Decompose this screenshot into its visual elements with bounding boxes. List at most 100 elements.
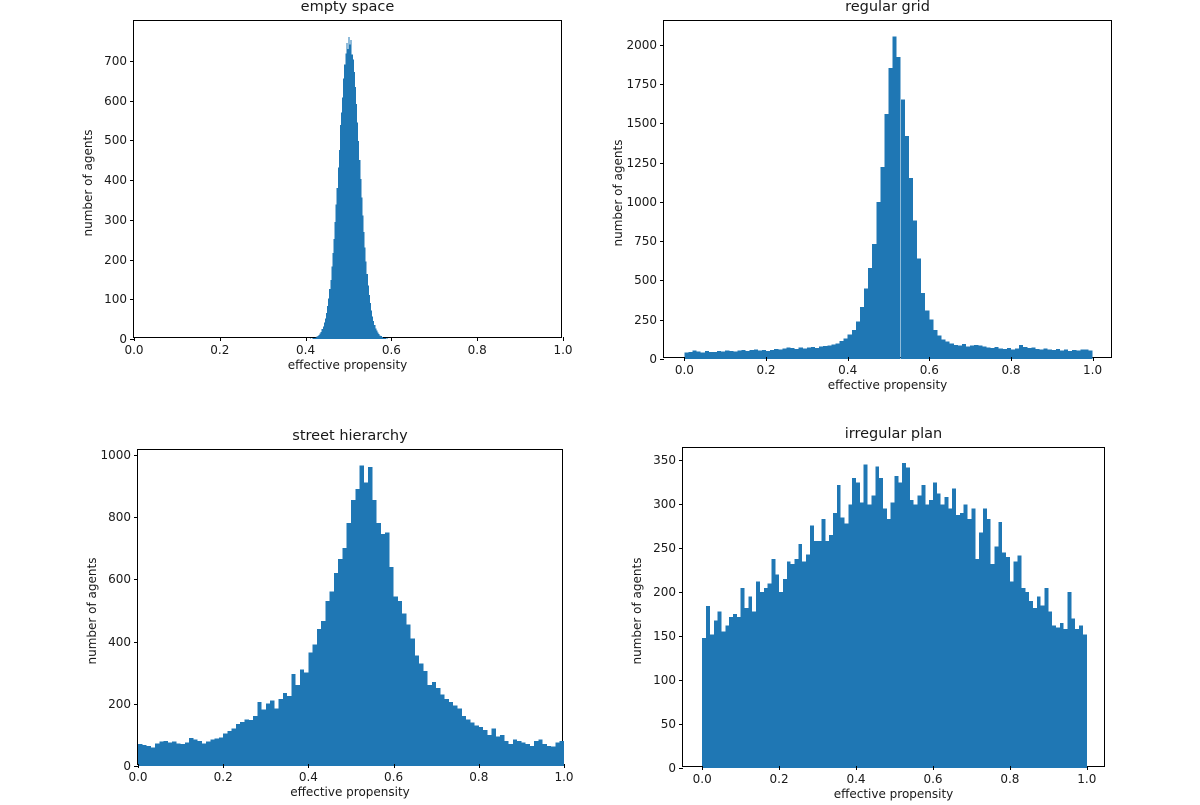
histogram-bar: [825, 541, 830, 768]
histogram-bar: [402, 613, 407, 766]
histogram-bar: [749, 350, 754, 359]
histogram-bar: [361, 197, 363, 339]
histogram-bar: [312, 644, 317, 766]
histogram-bar: [982, 508, 987, 768]
histogram-bar: [406, 624, 411, 766]
histogram-bar: [320, 331, 322, 339]
y-tick-label: 1750: [626, 76, 657, 91]
histogram-bar: [806, 347, 811, 359]
histogram-bar: [736, 616, 741, 768]
histogram-bar: [986, 347, 991, 359]
histogram-bar: [1043, 348, 1048, 359]
histogram-bar: [478, 727, 484, 766]
subplot-irregular-plan: 0.0 0.2 0.4 0.6 0.8 1.0 0 50 100 150 200 250 300 350…: [630, 426, 1105, 801]
histogram-bar: [325, 601, 330, 766]
histogram-bar: [371, 310, 373, 339]
histogram-bar: [366, 274, 368, 339]
histogram-bars-irregular-plan: [702, 462, 1087, 768]
histogram-bar: [1076, 350, 1081, 359]
histogram-bar: [982, 346, 987, 359]
histogram-bar: [978, 345, 983, 359]
y-tick-mark: [134, 766, 138, 767]
histogram-bar: [313, 338, 315, 339]
histogram-bar: [994, 347, 999, 359]
histogram-bar: [274, 708, 279, 766]
histogram-bar: [342, 97, 344, 339]
histogram-bar: [343, 78, 345, 339]
histogram-bar: [342, 548, 347, 766]
histogram-bar: [500, 734, 505, 766]
histogram-bar: [244, 719, 249, 766]
histogram-bar: [1071, 618, 1076, 768]
x-tick-label: 0.8: [469, 770, 489, 784]
x-tick-label: 0.4: [838, 363, 858, 377]
histogram-bar: [933, 329, 938, 359]
y-tick-label: 800: [108, 509, 131, 524]
histogram-bar: [802, 561, 807, 768]
histogram-bar: [457, 708, 462, 766]
histogram-bar: [786, 561, 791, 768]
histogram-bar: [929, 499, 933, 768]
x-tick-label: 0.2: [210, 343, 230, 357]
y-tick-label: 600: [104, 93, 127, 108]
histogram-bar: [314, 337, 316, 339]
histogram-bar: [363, 482, 369, 766]
histogram-bar: [333, 572, 339, 766]
histogram-bar: [163, 741, 168, 766]
histogram-bar: [1009, 581, 1014, 768]
histogram-bar: [956, 514, 960, 768]
y-tick-label: 0: [649, 352, 657, 366]
y-tick-label: 1500: [626, 116, 657, 131]
histogram-bar: [436, 688, 441, 766]
histogram-bar: [848, 504, 853, 768]
histogram-bar: [798, 347, 803, 359]
histogram-bar: [321, 621, 326, 766]
histogram-bar: [790, 564, 795, 768]
histogram-bar: [840, 517, 845, 768]
histogram-bar: [223, 733, 228, 766]
histogram-bar: [717, 350, 722, 359]
histogram-bar: [702, 637, 707, 768]
x-axis-label: effective propensity: [290, 785, 410, 799]
histogram-bar: [859, 307, 865, 359]
histogram-bar: [367, 285, 369, 339]
histogram-bar: [990, 348, 995, 359]
histogram-bar: [961, 344, 967, 359]
histogram-bar: [350, 40, 352, 339]
histogram-bar: [150, 747, 156, 766]
histogram-bar: [1047, 349, 1052, 359]
x-tick-mark: [563, 337, 564, 341]
histogram-bar: [821, 519, 826, 768]
histogram-bar: [957, 345, 962, 359]
histogram-bar: [1056, 627, 1060, 768]
histogram-bar: [352, 59, 354, 339]
histogram-bar: [925, 504, 930, 768]
histogram-bar: [855, 321, 860, 359]
histogram-bar: [1019, 344, 1024, 359]
histogram-bar: [733, 351, 738, 359]
histogram-bar: [440, 694, 445, 766]
histogram-bar: [1021, 587, 1026, 768]
histogram-bar: [354, 86, 357, 339]
histogram-bar: [377, 332, 379, 339]
x-tick-label: 0.0: [124, 343, 144, 357]
x-axis-label: effective propensity: [833, 787, 954, 801]
histogram-bar: [287, 695, 292, 766]
x-tick-label: 1.0: [1077, 772, 1097, 786]
x-axis-label: effective propensity: [287, 358, 408, 372]
y-tick-label: 100: [104, 292, 127, 307]
histogram-bar: [843, 338, 848, 359]
histogram-bar: [1059, 622, 1064, 768]
histogram-bar: [385, 532, 390, 766]
histogram-bar: [351, 499, 356, 766]
histogram-bar: [348, 36, 350, 339]
histogram-bar: [146, 745, 151, 766]
histogram-bar: [1048, 611, 1053, 768]
histogram-bar: [740, 587, 745, 768]
histogram-bar: [329, 591, 334, 766]
histogram-bar: [338, 150, 340, 339]
histogram-bar: [859, 502, 864, 768]
x-tick-label: 0.2: [769, 772, 789, 786]
histogram-bar: [827, 345, 832, 359]
histogram-bar: [362, 215, 364, 339]
